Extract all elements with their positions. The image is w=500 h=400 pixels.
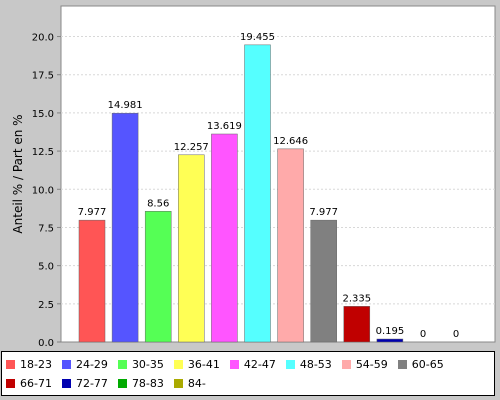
legend-label: 84- [187, 377, 206, 390]
legend-item-18-23: 18-23 [6, 355, 52, 374]
legend-item-42-47: 42-47 [229, 355, 276, 374]
legend-label: 24-29 [75, 358, 108, 371]
legend-swatch [229, 360, 239, 369]
legend-label: 42-47 [243, 358, 276, 371]
y-tick-label: 5.0 [38, 262, 54, 273]
data-label-72-77: 0.195 [376, 326, 405, 337]
legend-label: 60-65 [411, 358, 444, 371]
legend-swatch [61, 379, 71, 388]
legend-label: 72-77 [75, 377, 108, 390]
data-label-42-47: 13.619 [207, 121, 242, 132]
data-label-78-83: 0 [420, 329, 426, 340]
legend-swatch [117, 379, 127, 388]
legend-item-48-53: 48-53 [285, 355, 332, 374]
bar-42-47 [211, 133, 238, 343]
data-labels: 7.977 14.981 8.56 12.257 13.619 19.455 12.646 7… [78, 32, 460, 340]
y-axis-label: Anteil % / Part en % [11, 114, 25, 233]
legend-label: 36-41 [187, 358, 220, 371]
legend-item-66-71: 66-71 [6, 374, 52, 393]
data-label-24-29: 14.981 [108, 100, 143, 111]
bar-60-65 [310, 219, 337, 343]
legend-swatch [173, 360, 183, 369]
legend-label: 54-59 [355, 358, 388, 371]
legend-swatch [285, 360, 295, 369]
data-label-60-65: 7.977 [309, 207, 338, 218]
legend-swatch [6, 360, 15, 369]
legend-swatch [61, 360, 71, 369]
legend: 18-23 24-29 30-35 36-41 42-47 48-53 54-59 60-65… [1, 351, 495, 396]
bar-72-77 [376, 338, 404, 343]
data-label-30-35: 8.56 [147, 198, 169, 209]
bar-24-29 [111, 112, 139, 343]
data-label-54-59: 12.646 [273, 136, 308, 147]
bar-66-71 [343, 306, 371, 343]
legend-label: 66-71 [20, 377, 52, 390]
legend-swatch [173, 379, 183, 388]
legend-label: 30-35 [131, 358, 164, 371]
y-tick-label: 17.5 [32, 71, 54, 82]
legend-item-54-59: 54-59 [341, 355, 388, 374]
legend-swatch [117, 360, 127, 369]
y-tick-label: 20.0 [32, 33, 54, 44]
legend-item-78-83: 78-83 [117, 374, 164, 393]
bar-18-23 [78, 219, 106, 343]
y-tick-label: 12.5 [32, 147, 54, 158]
y-tick-label: 7.5 [38, 223, 54, 234]
legend-swatch [397, 360, 407, 369]
y-tick-label: 10.0 [32, 185, 54, 196]
legend-swatch [341, 360, 351, 369]
legend-swatch [6, 379, 15, 388]
bar-30-35 [144, 211, 172, 343]
legend-item-60-65: 60-65 [397, 355, 444, 374]
legend-label: 48-53 [299, 358, 332, 371]
data-label-18-23: 7.977 [78, 207, 107, 218]
legend-item-36-41: 36-41 [173, 355, 220, 374]
data-label-84-: 0 [453, 329, 459, 340]
bar-54-59 [277, 148, 304, 343]
bar-48-53 [244, 44, 271, 343]
legend-label: 18-23 [20, 358, 52, 371]
legend-item-30-35: 30-35 [117, 355, 164, 374]
bar-chart: 0.0 2.5 5.0 7.5 10.0 12.5 15.0 17.5 20.0 7.977 14… [11, 5, 496, 349]
data-label-36-41: 12.257 [174, 142, 209, 153]
legend-item-72-77: 72-77 [61, 374, 108, 393]
legend-item-84-: 84- [173, 374, 206, 393]
legend-label: 78-83 [131, 377, 164, 390]
legend-item-24-29: 24-29 [61, 355, 108, 374]
bars [78, 44, 404, 343]
y-tick-label: 15.0 [32, 109, 54, 120]
bar-36-41 [178, 154, 205, 343]
y-tick-label: 0.0 [38, 338, 54, 349]
y-axis-ticks: 0.0 2.5 5.0 7.5 10.0 12.5 15.0 17.5 20.0 [32, 33, 61, 349]
data-label-48-53: 19.455 [240, 32, 275, 43]
y-tick-label: 2.5 [38, 300, 54, 311]
data-label-66-71: 2.335 [342, 293, 371, 304]
